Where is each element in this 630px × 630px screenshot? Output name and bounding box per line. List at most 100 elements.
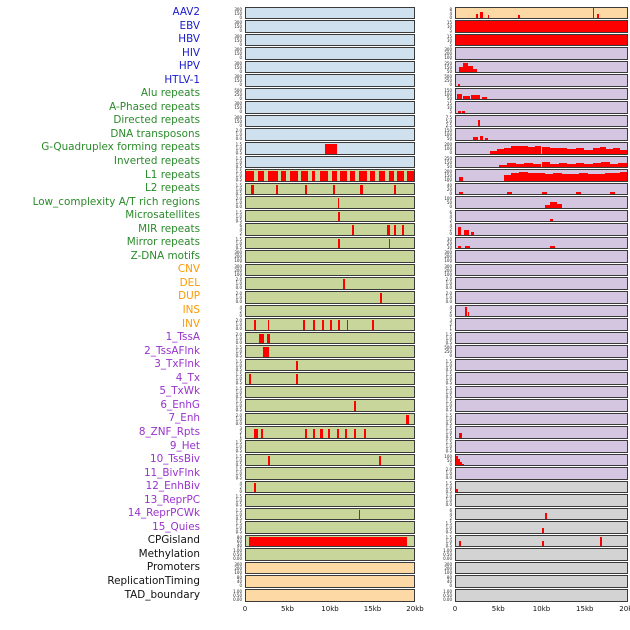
y-axis-tick: 7.5 [445, 114, 452, 120]
signal-bar [473, 137, 479, 140]
signal-bar [478, 120, 481, 127]
y-axis-tick: 20 [446, 240, 452, 246]
y-axis-tick: 100 [234, 271, 242, 277]
y-axis-tick: 0 [239, 28, 242, 34]
track-panel-right [455, 440, 628, 453]
signal-bar [467, 311, 470, 317]
signal-bar [510, 146, 520, 154]
signal-bar [503, 175, 511, 181]
signal-bar [457, 227, 462, 235]
signal-bar [406, 414, 409, 425]
signal-bar [338, 320, 341, 330]
y-axis-tick: 15 [446, 101, 452, 107]
signal-bar [257, 170, 265, 181]
y-axis-ticks: 1.51.00.50.0 [205, 385, 245, 399]
y-axis-tick: 1.0 [445, 498, 452, 504]
y-axis-ticks: 1.51.00.50.0 [415, 358, 455, 372]
y-axis-tick: 0.5 [235, 244, 242, 250]
y-axis-tick: 2.0 [235, 277, 242, 283]
y-axis-tick: 4 [239, 304, 242, 310]
track-panel-right [455, 453, 628, 467]
y-axis-ticks: 300 150 0 [205, 6, 245, 20]
track-row: 6_EnhG 1.51.00.50.0 1.51.00.50.0 [0, 399, 630, 412]
y-axis-tick: 150 [444, 64, 452, 70]
y-axis-tick: 150 [444, 87, 452, 93]
y-axis-ticks: 1.51.00.50.0 [205, 345, 245, 359]
y-axis-tick: 1.0 [445, 362, 452, 368]
y-axis-tick: 1.00 [443, 548, 452, 554]
y-axis-tick: 1.0 [235, 444, 242, 449]
y-axis-tick: 0.5 [445, 529, 452, 535]
signal-bar [301, 170, 309, 181]
signal-bar [609, 192, 616, 195]
y-axis-tick: 1.0 [445, 538, 452, 544]
track-panel-right [455, 290, 628, 304]
track-panel-left [245, 494, 415, 507]
y-axis-tick: 1.5 [445, 521, 452, 527]
x-axis-tick: 5kb [491, 605, 505, 614]
y-axis-tick: 300 [234, 20, 242, 26]
signal-bar [459, 432, 462, 438]
y-axis-tick: 4 [449, 213, 452, 219]
y-axis-tick: 1.0 [235, 213, 242, 219]
track-label: A-Phased repeats [109, 100, 200, 113]
y-axis-tick: 1.0 [445, 403, 452, 409]
y-axis-tick: 200 [444, 141, 452, 147]
y-axis-tick: 100 [444, 453, 452, 459]
y-axis-tick: 2 [449, 515, 452, 521]
track-label: TAD_boundary [124, 588, 200, 601]
track-panel-left [245, 399, 415, 412]
signal-bar [393, 225, 397, 235]
y-axis-tick: 15 [446, 20, 452, 26]
signal-bar [550, 218, 554, 222]
signal-bar [338, 238, 340, 249]
y-axis-ticks: 2.0 1.0 0.0 [415, 290, 455, 304]
y-axis-ticks: 2.0 1.0 0.0 [205, 128, 245, 142]
track-label: 2_TssAFlnk [144, 344, 200, 357]
signal-bar [456, 455, 459, 466]
x-axis-row: 0 5kb 10kb 15kb 20kb 0 5kb 10kb 15kb 20kb [0, 602, 630, 618]
y-axis-ticks: 100 50 0 [415, 196, 455, 210]
y-axis-tick: 1.5 [235, 399, 242, 405]
y-axis-tick: 150 [234, 10, 242, 16]
track-panel-right [455, 467, 628, 480]
y-axis-tick: 0.0 [445, 475, 452, 481]
signal-bar [459, 541, 462, 547]
track-panel-left [245, 358, 415, 372]
track-panel-left [245, 20, 415, 33]
y-axis-tick: 0.5 [235, 177, 242, 183]
y-axis-tick: 0.5 [235, 190, 242, 196]
signal-bar [372, 320, 374, 330]
signal-bar [254, 482, 257, 493]
y-axis-tick: 0.5 [235, 529, 242, 535]
track-label: 8_ZNF_Rpts [138, 425, 200, 438]
y-axis-tick: 1.00 [443, 589, 452, 595]
track-row: Microsatellites 1.51.00.50.0 6420 [0, 209, 630, 223]
signal-bar [353, 401, 356, 411]
signal-bar [370, 170, 376, 181]
signal-bar [596, 173, 605, 181]
y-axis-tick: 0.5 [445, 393, 452, 399]
signal-bar [498, 164, 508, 168]
y-axis-ticks: 2.0 1.0 0.0 [415, 494, 455, 508]
y-axis-ticks: 1.51.00.50.0 [415, 480, 455, 494]
y-axis-ticks: 80 40 0 [205, 575, 245, 589]
y-axis-tick: 2 [449, 308, 452, 314]
signal-bar [575, 162, 585, 168]
y-axis-tick: 1.0 [235, 294, 242, 300]
signal-bar [353, 428, 357, 438]
y-axis-ticks: 200 100 0 [415, 141, 455, 155]
y-axis-tick: 0.5 [235, 149, 242, 155]
track-row: HBV3001500151050 [0, 33, 630, 47]
y-axis-tick: 150 [234, 24, 242, 30]
y-axis-tick: 0 [449, 204, 452, 210]
y-axis-tick: 1.5 [235, 141, 242, 147]
y-axis-tick: 300 [234, 263, 242, 269]
y-axis-ticks: 2.0 1.0 0.0 [205, 412, 245, 426]
y-axis-tick: 1.0 [445, 416, 452, 422]
signal-bar [479, 136, 484, 140]
y-axis-tick: 0.5 [235, 515, 242, 521]
signal-bar [456, 34, 627, 46]
y-axis-ticks: 40 20 0 [415, 182, 455, 196]
